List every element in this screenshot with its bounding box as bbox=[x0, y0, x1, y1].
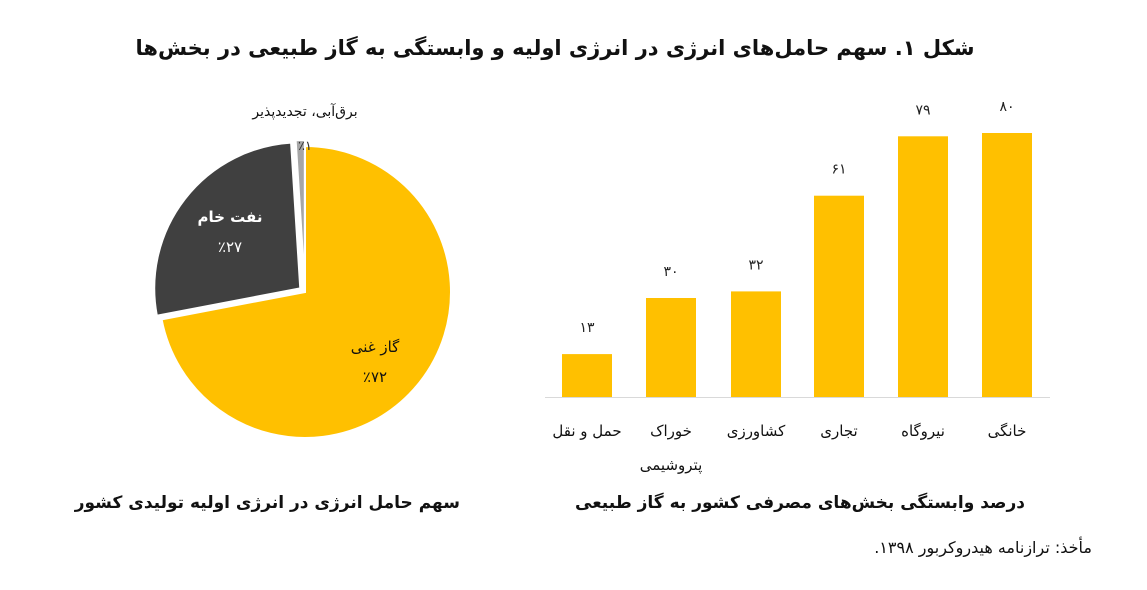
pie-slice-3 bbox=[294, 139, 306, 287]
bar-value-label: ۳۲ bbox=[748, 257, 763, 273]
pie-label-value: ٪۱ bbox=[298, 139, 312, 154]
x-tick-label: نیروگاه bbox=[901, 422, 945, 440]
bar-6 bbox=[562, 354, 612, 397]
pie-label-name: گاز غنی bbox=[351, 338, 400, 356]
bar-chart-title: درصد وابستگی بخش‌های مصرفی کشور به گاز ط… bbox=[575, 493, 1025, 513]
bar-value-label: ۸۰ bbox=[999, 99, 1014, 115]
pie-label-name: برق‌آبی، تجدیدپذیر bbox=[251, 103, 357, 120]
x-tick-label: خانگی bbox=[988, 422, 1027, 440]
pie-label-value: ٪۲۷ bbox=[218, 238, 242, 256]
figure-title: شکل ۱. سهم حامل‌های انرژی در انرژی اولیه… bbox=[135, 36, 975, 60]
pie-label-name: نفت خام bbox=[198, 208, 263, 226]
source-note: مأخذ: ترازنامه هیدروکربور ۱۳۹۸. bbox=[874, 538, 1092, 557]
bar-3 bbox=[814, 195, 864, 397]
pie-slice-1 bbox=[160, 144, 452, 439]
bar-value-label: ۳۰ bbox=[663, 264, 678, 280]
x-tick-label: پتروشیمی bbox=[640, 456, 703, 475]
pie-slice-2 bbox=[153, 141, 302, 317]
x-tick-label: تجاری bbox=[820, 422, 857, 440]
x-tick-label: حمل و نقل bbox=[552, 422, 621, 440]
bar-2 bbox=[898, 136, 948, 398]
bar-value-label: ۶۱ bbox=[831, 162, 846, 178]
bar-4 bbox=[731, 291, 781, 397]
pie-chart-title: سهم حامل انرژی در انرژی اولیه تولیدی کشو… bbox=[74, 493, 460, 513]
bar-1 bbox=[982, 133, 1032, 397]
x-tick-label: خوراک bbox=[650, 422, 692, 440]
bar-value-label: ۱۳ bbox=[579, 320, 595, 336]
bar-5 bbox=[646, 298, 696, 397]
x-tick-label: کشاورزی bbox=[727, 422, 786, 440]
pie-label-value: ٪۷۲ bbox=[363, 368, 387, 386]
bar-value-label: ۷۹ bbox=[915, 102, 930, 118]
